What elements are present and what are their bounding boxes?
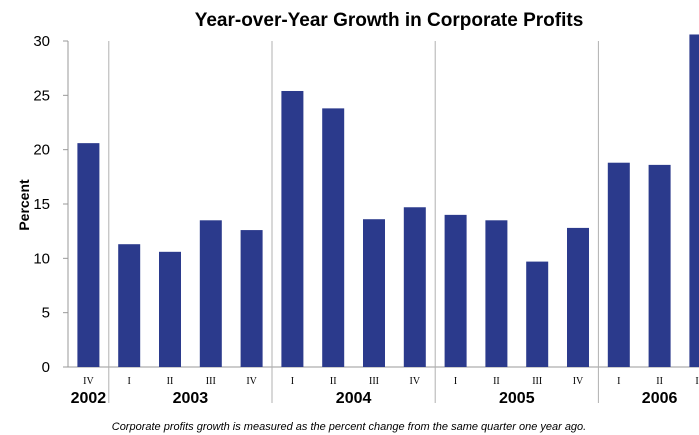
bar xyxy=(118,244,141,367)
bar xyxy=(607,162,630,367)
y-axis-label: Percent xyxy=(16,179,32,231)
quarter-tick-label: IV xyxy=(83,376,94,387)
year-label: 2004 xyxy=(336,390,372,407)
y-tick-label: 30 xyxy=(33,33,50,50)
quarter-tick-label: III xyxy=(532,376,542,387)
bar xyxy=(403,207,426,367)
bar xyxy=(199,220,222,367)
quarter-tick-label: I xyxy=(291,376,294,387)
quarter-tick-label: IV xyxy=(573,376,584,387)
y-tick-label: 25 xyxy=(33,87,50,104)
bar xyxy=(77,143,100,367)
bar xyxy=(363,219,385,367)
quarter-tick-label: I xyxy=(128,376,131,387)
y-tick-label: 0 xyxy=(42,359,50,376)
year-label: 2005 xyxy=(499,390,535,407)
y-tick-label: 10 xyxy=(33,250,50,267)
y-tick-label: 15 xyxy=(33,196,50,213)
footnote: Corporate profits growth is measured as … xyxy=(112,421,586,433)
quarter-tick-label: II xyxy=(330,376,337,387)
quarter-tick-label: III xyxy=(206,376,216,387)
bar xyxy=(159,251,181,367)
bar xyxy=(444,214,467,367)
y-tick-label: 5 xyxy=(42,305,50,322)
bar xyxy=(240,230,263,367)
quarter-tick-label: II xyxy=(493,376,500,387)
quarter-tick-label: III xyxy=(369,376,379,387)
chart-title: Year-over-Year Growth in Corporate Profi… xyxy=(195,10,584,31)
year-label: 2006 xyxy=(642,390,678,407)
bar xyxy=(485,220,508,367)
quarter-tick-label: II xyxy=(656,376,663,387)
bar xyxy=(689,34,699,367)
bar xyxy=(526,261,549,367)
bar xyxy=(567,227,589,367)
quarter-tick-label: I xyxy=(617,376,620,387)
bar xyxy=(322,108,345,367)
quarter-tick-label: IV xyxy=(246,376,257,387)
quarter-tick-label: II xyxy=(167,376,174,387)
y-tick-label: 20 xyxy=(33,142,50,159)
bar xyxy=(281,90,304,367)
bar xyxy=(648,164,671,367)
quarter-tick-label: IV xyxy=(410,376,421,387)
quarter-tick-label: III xyxy=(695,376,699,387)
year-label: 2003 xyxy=(173,390,209,407)
quarter-tick-label: I xyxy=(454,376,457,387)
year-label: 2002 xyxy=(71,390,107,407)
